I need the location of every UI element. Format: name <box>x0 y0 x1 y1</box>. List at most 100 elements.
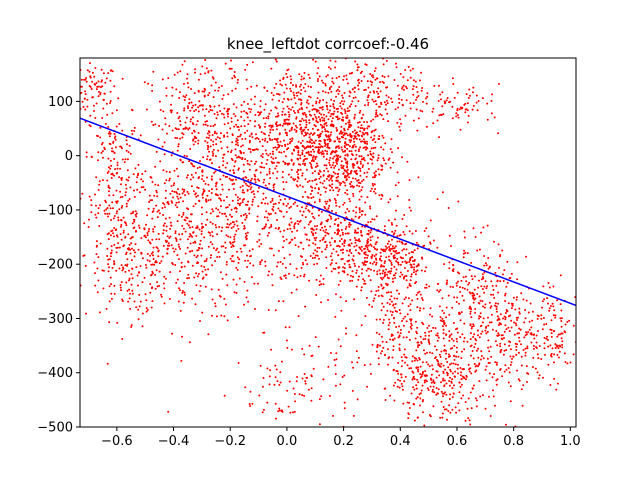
data-point <box>229 67 232 70</box>
data-point <box>273 183 276 186</box>
data-point <box>516 261 519 264</box>
data-point <box>499 313 502 316</box>
data-point <box>207 94 210 97</box>
data-point <box>223 297 226 300</box>
data-point <box>520 343 522 346</box>
data-point <box>486 118 489 121</box>
data-point <box>183 109 186 112</box>
data-point <box>396 310 398 313</box>
data-point <box>420 375 423 378</box>
data-point <box>351 100 354 103</box>
data-point <box>256 220 259 223</box>
data-point <box>499 351 502 354</box>
data-point <box>403 380 406 383</box>
data-point <box>366 127 369 130</box>
x-tick-label: 0.6 <box>447 434 468 449</box>
data-point <box>269 247 272 250</box>
data-point <box>559 333 562 336</box>
data-point <box>360 155 363 158</box>
data-point <box>219 132 222 135</box>
data-point <box>286 118 289 121</box>
data-point <box>162 229 165 232</box>
data-point <box>129 252 132 255</box>
data-point <box>297 169 300 172</box>
data-point <box>490 112 493 115</box>
data-point <box>211 222 214 225</box>
data-point <box>540 358 543 360</box>
data-point <box>268 213 271 216</box>
data-point <box>176 254 179 257</box>
data-point <box>445 334 448 336</box>
data-point <box>470 372 473 375</box>
data-point <box>138 305 141 308</box>
data-point <box>536 317 539 320</box>
data-point <box>258 394 261 397</box>
data-point <box>209 145 212 148</box>
data-point <box>132 249 135 252</box>
data-point <box>349 200 352 203</box>
data-point <box>300 266 303 269</box>
data-point <box>372 100 375 103</box>
data-point <box>401 261 404 263</box>
data-point <box>236 224 239 227</box>
data-point <box>247 147 250 150</box>
data-point <box>271 124 274 127</box>
data-point <box>443 344 446 347</box>
data-point <box>503 343 506 346</box>
data-point <box>250 191 253 194</box>
data-point <box>177 243 180 246</box>
data-point <box>130 129 133 132</box>
data-point <box>398 251 401 254</box>
data-point <box>251 61 254 64</box>
data-point <box>94 67 97 69</box>
data-point <box>249 405 252 407</box>
data-point <box>119 167 122 170</box>
data-point <box>352 146 355 148</box>
data-point <box>223 394 226 397</box>
data-point <box>344 154 347 157</box>
data-point <box>306 157 308 160</box>
data-point <box>277 143 280 146</box>
data-point <box>341 148 344 151</box>
data-point <box>178 214 181 217</box>
data-point <box>103 209 106 212</box>
data-point <box>530 341 533 344</box>
data-point <box>177 145 180 148</box>
data-point <box>203 94 206 97</box>
data-point <box>419 404 421 407</box>
data-point <box>250 98 253 101</box>
data-point <box>272 94 275 97</box>
data-point <box>399 72 402 75</box>
data-point <box>413 419 416 422</box>
data-point <box>417 381 420 384</box>
data-point <box>324 145 326 147</box>
data-point <box>428 285 431 288</box>
data-point <box>481 97 484 100</box>
data-point <box>357 227 359 230</box>
data-point <box>281 101 284 104</box>
data-point <box>251 402 254 405</box>
data-point <box>400 98 403 101</box>
data-point <box>322 99 325 101</box>
data-point <box>200 254 203 257</box>
data-point <box>389 338 392 341</box>
data-point <box>211 231 214 233</box>
data-point <box>144 170 147 173</box>
data-point <box>446 418 448 421</box>
data-point <box>384 260 387 263</box>
data-point <box>308 210 311 213</box>
data-point <box>301 347 304 350</box>
data-point <box>270 156 273 159</box>
data-point <box>202 156 205 159</box>
data-point <box>156 195 159 198</box>
data-point <box>152 230 155 233</box>
data-point <box>409 338 411 341</box>
data-point <box>359 109 362 112</box>
data-point <box>358 198 361 201</box>
data-point <box>162 282 165 285</box>
data-point <box>212 148 215 151</box>
data-point <box>253 125 256 128</box>
data-point <box>374 67 377 70</box>
data-point <box>385 86 388 89</box>
data-point <box>208 190 211 192</box>
